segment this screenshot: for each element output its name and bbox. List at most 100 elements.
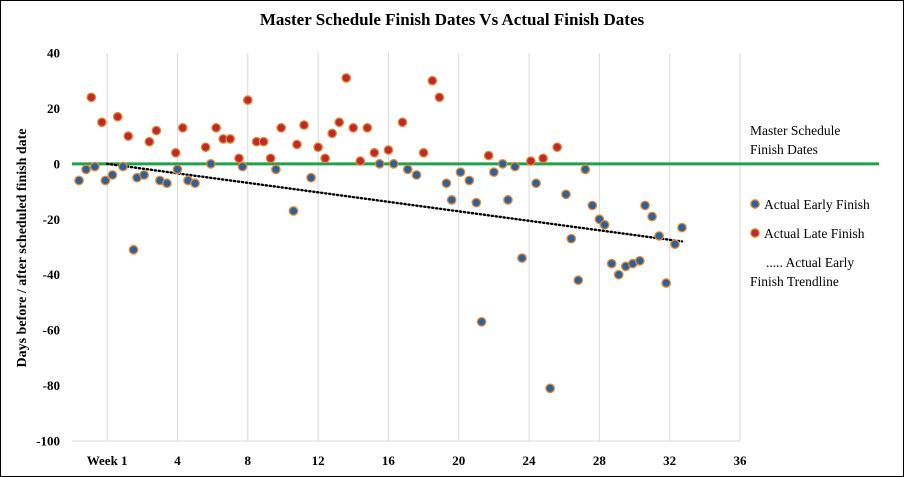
- early-finish-point: [402, 164, 413, 175]
- late-finish-point: [362, 122, 373, 133]
- late-finish-point: [434, 92, 445, 103]
- early-finish-point: [647, 211, 657, 222]
- legend-late-label: Actual Late Finish: [764, 226, 865, 241]
- early-finish-point: [613, 269, 624, 280]
- y-tick-label: -20: [43, 212, 60, 227]
- x-tick-label: 28: [593, 453, 607, 468]
- legend: Master Schedule Finish Dates Actual Earl…: [750, 123, 870, 289]
- legend-late-marker: [750, 228, 760, 238]
- late-finish-point: [170, 147, 181, 158]
- late-finish-point: [151, 125, 162, 136]
- x-tick-label: 12: [312, 453, 325, 468]
- late-finish-point: [552, 142, 563, 153]
- late-finish-point: [341, 73, 352, 83]
- early-finish-point: [503, 195, 513, 205]
- x-tick-label: 4: [174, 453, 181, 468]
- early-finish-point: [580, 164, 591, 175]
- x-tick-label: 16: [382, 453, 396, 468]
- late-finish-point: [225, 134, 236, 144]
- late-finish-point: [313, 142, 323, 153]
- early-finish-point: [374, 159, 385, 169]
- early-finish-point: [640, 200, 650, 211]
- y-axis-label: Days before / after scheduled finish dat…: [15, 128, 30, 367]
- early-finish-point: [388, 159, 399, 169]
- early-finish-point: [446, 195, 457, 205]
- late-finish-point: [327, 128, 338, 139]
- early-finish-point: [237, 161, 248, 172]
- y-tick-label: -40: [43, 267, 60, 282]
- early-finish-point: [107, 170, 118, 180]
- late-finish-point: [200, 142, 211, 153]
- late-finish-point: [418, 147, 429, 158]
- early-finish-point: [566, 233, 577, 244]
- late-finish-point: [320, 153, 330, 164]
- early-finish-point: [411, 170, 422, 180]
- early-finish-point: [545, 383, 555, 394]
- late-finish-point: [292, 139, 302, 150]
- early-finish-point: [561, 189, 571, 200]
- y-tick-label: -100: [36, 434, 60, 449]
- late-finish-point: [86, 92, 97, 103]
- early-finish-point: [510, 161, 520, 172]
- early-finish-point: [162, 178, 172, 189]
- late-finish-point: [369, 147, 380, 158]
- early-finish-point: [661, 278, 672, 288]
- x-tick-label: 8: [245, 453, 252, 468]
- early-finish-point: [128, 244, 139, 255]
- late-finish-point: [299, 120, 309, 130]
- early-finish-point: [471, 197, 482, 208]
- legend-trendline-label-line-2: Finish Trendline: [750, 274, 839, 289]
- late-finish-point: [538, 153, 548, 164]
- y-tick-label: 20: [47, 101, 60, 116]
- early-finish-point: [81, 164, 91, 175]
- early-finish-point: [455, 167, 466, 178]
- early-finish-point: [476, 316, 487, 327]
- data-points: [74, 73, 687, 394]
- late-finish-point: [258, 136, 269, 147]
- late-finish-point: [242, 95, 253, 105]
- legend-trendline-label-line-1: ..... Actual Early: [766, 255, 854, 270]
- early-finish-point: [670, 239, 680, 250]
- x-tick-label: 20: [452, 453, 465, 468]
- early-finish-point: [517, 253, 527, 263]
- legend-early-label: Actual Early Finish: [764, 197, 870, 212]
- y-tick-label: 0: [54, 156, 61, 171]
- early-finish-point: [288, 206, 299, 216]
- early-finish-point: [441, 178, 452, 189]
- late-finish-point: [265, 153, 276, 164]
- legend-early-marker: [750, 199, 760, 209]
- late-finish-point: [383, 145, 394, 155]
- early-finish-point: [599, 219, 610, 230]
- y-tick-label: -60: [43, 323, 60, 338]
- x-tick-label: 32: [663, 453, 676, 468]
- legend-baseline-label-line-2: Finish Dates: [750, 142, 818, 157]
- early-finish-point: [74, 175, 84, 186]
- early-finish-point: [306, 172, 316, 183]
- late-finish-point: [397, 117, 408, 128]
- early-finish-point: [90, 161, 100, 172]
- early-finish-point: [634, 256, 645, 266]
- early-finish-point: [497, 159, 508, 169]
- early-finish-point: [677, 222, 687, 233]
- early-finish-point: [206, 159, 216, 169]
- early-finish-point: [271, 164, 281, 175]
- late-finish-point: [355, 156, 366, 166]
- early-finish-point: [573, 275, 584, 286]
- late-finish-point: [144, 136, 155, 147]
- early-finish-point: [587, 200, 598, 211]
- grid-lines: [72, 53, 741, 442]
- early-finish-point: [190, 178, 200, 189]
- late-finish-point: [427, 75, 438, 86]
- late-finish-point: [97, 117, 107, 128]
- early-finish-point: [531, 178, 541, 189]
- early-finish-point: [172, 164, 183, 175]
- y-tick-label: 40: [47, 46, 60, 61]
- late-finish-point: [348, 122, 359, 133]
- axis-ticks: Week 1 4 8 12 16 20 24 28 32 36 40 20 0 -20 -40 -60 -80 -…: [36, 46, 747, 469]
- early-finish-point: [118, 161, 128, 172]
- y-tick-label: -80: [43, 378, 60, 393]
- early-finish-trendline: [105, 162, 684, 243]
- early-finish-point: [654, 231, 664, 241]
